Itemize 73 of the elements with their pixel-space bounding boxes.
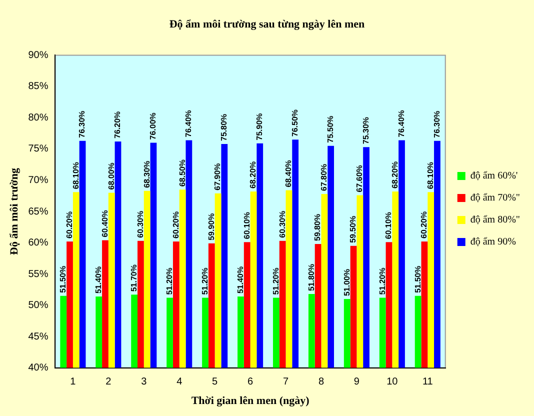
data-label: 51.50%	[58, 266, 68, 293]
x-tick-label: 8	[318, 376, 324, 388]
legend-label: độ ẩm 90%	[470, 236, 516, 248]
chart-title: Độ ẩm môi trường sau từng ngày lên men	[169, 18, 365, 30]
data-label: 75.90%	[255, 113, 264, 140]
data-label: 60.20%	[171, 211, 180, 239]
x-tick-label: 2	[106, 376, 112, 388]
data-label: 67.90%	[213, 163, 222, 190]
data-label: 68.00%	[106, 162, 116, 190]
x-tick-label: 6	[248, 376, 254, 388]
y-tick-label: 75%	[28, 144, 48, 155]
data-label: 68.10%	[71, 162, 80, 190]
data-label: 75.50%	[326, 116, 336, 143]
data-label: 68.20%	[390, 161, 400, 188]
data-label: 51.00%	[342, 268, 352, 296]
data-label: 51.20%	[200, 268, 210, 295]
x-tick-label: 9	[354, 376, 360, 388]
data-label: 60.20%	[64, 211, 74, 239]
y-tick-label: 40%	[28, 362, 48, 374]
data-label: 60.20%	[420, 211, 429, 239]
data-label: 51.70%	[130, 264, 139, 292]
data-label: 51.50%	[413, 266, 422, 293]
data-label: 76.30%	[78, 110, 87, 138]
data-label: 51.80%	[306, 264, 316, 292]
data-label: 76.40%	[396, 110, 406, 138]
data-label: 76.20%	[113, 111, 122, 138]
data-label: 60.10%	[384, 212, 394, 240]
data-label: 59.90%	[206, 213, 216, 240]
y-tick-label: 45%	[28, 331, 48, 342]
y-tick-label: 90%	[28, 50, 48, 61]
data-label: 60.40%	[100, 210, 110, 238]
x-axis-title: Thời gian lên men (ngày)	[191, 395, 310, 408]
x-tick-label: 3	[141, 376, 148, 388]
data-label: 59.80%	[313, 214, 322, 242]
legend-label: độ ẩm 80%"	[470, 214, 520, 226]
y-tick-label: 80%	[28, 112, 48, 124]
legend-label: độ ẩm 60%'	[470, 170, 518, 182]
y-tick-label: 65%	[28, 206, 48, 218]
y-tick-label: 85%	[28, 81, 48, 92]
data-label: 51.20%	[164, 268, 174, 295]
data-label: 68.50%	[178, 159, 187, 187]
data-label: 68.10%	[426, 162, 436, 190]
data-label: 68.40%	[284, 160, 294, 188]
x-tick-label: 1	[70, 376, 76, 388]
data-label: 51.20%	[271, 268, 280, 295]
data-label: 67.80%	[320, 164, 329, 191]
data-label: 76.50%	[290, 109, 300, 137]
y-tick-label: 50%	[28, 300, 48, 312]
y-tick-label: 70%	[28, 174, 48, 186]
data-label: 59.50%	[348, 216, 358, 243]
x-tick-label: 10	[386, 376, 398, 388]
data-label: 68.20%	[248, 161, 258, 188]
x-tick-label: 5	[212, 376, 218, 388]
data-label: 67.60%	[355, 165, 364, 192]
x-tick-label: 11	[422, 376, 434, 388]
y-tick-label: 55%	[28, 268, 48, 280]
x-tick-label: 7	[282, 376, 289, 388]
data-label: 75.30%	[361, 116, 370, 144]
data-label: 51.40%	[236, 266, 245, 294]
data-label: 75.80%	[220, 114, 229, 141]
data-label: 51.40%	[94, 266, 104, 294]
data-label: 51.20%	[378, 268, 387, 295]
data-label: 76.40%	[184, 110, 194, 138]
data-label: 76.30%	[432, 110, 442, 138]
legend-label: độ ẩm 70%"	[470, 192, 520, 204]
data-label: 76.00%	[148, 112, 158, 140]
y-tick-label: 60%	[28, 238, 48, 249]
data-label: 60.30%	[136, 210, 145, 238]
data-label: 60.30%	[278, 210, 287, 238]
data-label: 60.10%	[242, 212, 252, 240]
y-axis-title: Độ ẩm môi trường	[8, 168, 20, 255]
x-tick-label: 4	[176, 376, 183, 388]
data-label: 68.30%	[142, 160, 152, 188]
